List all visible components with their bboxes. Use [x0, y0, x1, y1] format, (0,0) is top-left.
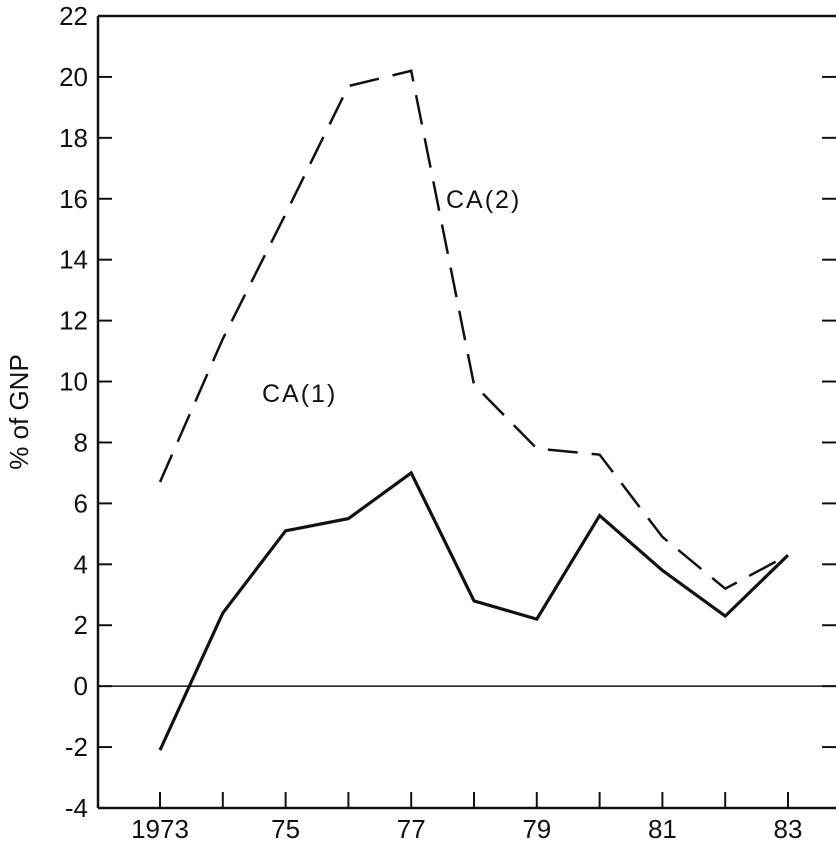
series-label-ca2: CA(2): [446, 186, 521, 214]
y-tick-label: 16: [59, 184, 88, 214]
y-tick-label: 2: [74, 610, 88, 640]
y-tick-label: 22: [59, 1, 88, 31]
x-tick-label: 81: [648, 814, 677, 844]
series-lines: [158, 69, 790, 751]
y-tick-label: 4: [74, 549, 88, 579]
y-tick-label: 10: [59, 367, 88, 397]
y-tick-label: 12: [59, 306, 88, 336]
x-tick-label: 75: [271, 814, 300, 844]
y-tick-label: 14: [59, 245, 88, 275]
y-tick-label: 8: [74, 427, 88, 457]
x-tick-label: 1973: [131, 814, 189, 844]
y-tick-label: 18: [59, 123, 88, 153]
series-line-ca1: [158, 470, 790, 751]
y-axis: -4 -2 0 2 4 6 8 10 12 14 16 18 20 22: [59, 1, 836, 823]
y-tick-label: 0: [74, 671, 88, 701]
y-axis-title: % of GNP: [4, 354, 34, 470]
x-axis: 1973 75 77 79 81 83: [131, 792, 802, 844]
x-tick-label: 83: [774, 814, 803, 844]
x-tick-label: 79: [522, 814, 551, 844]
x-tick-label: 77: [397, 814, 426, 844]
y-tick-label: 20: [59, 62, 88, 92]
plot-frame: [96, 14, 836, 810]
y-tick-label: -2: [65, 732, 88, 762]
series-line-ca2: [158, 69, 789, 591]
y-tick-label: 6: [74, 488, 88, 518]
series-label-ca1: CA(1): [262, 380, 337, 408]
y-tick-label: -4: [65, 793, 88, 823]
